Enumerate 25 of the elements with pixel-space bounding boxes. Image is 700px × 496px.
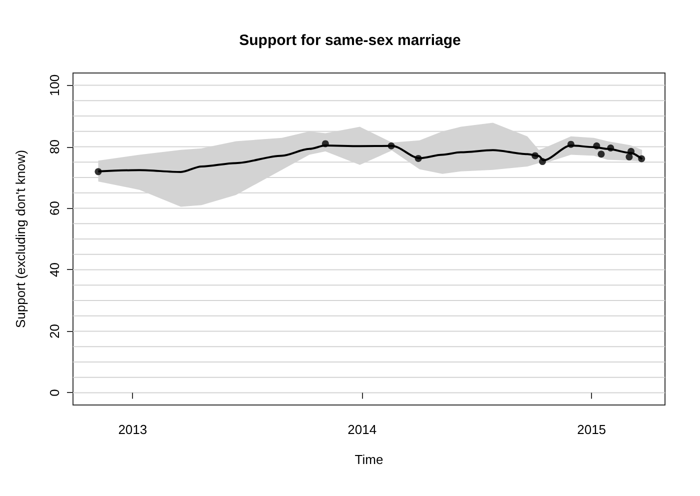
point [607, 144, 614, 152]
point [94, 168, 102, 176]
point [532, 152, 539, 160]
point [593, 142, 600, 150]
y-tick-label: 0 [47, 389, 62, 396]
point [628, 148, 635, 155]
point [567, 140, 574, 148]
y-tick-label: 40 [47, 262, 62, 277]
x-tick-label: 2015 [577, 422, 606, 437]
y-tick-label: 20 [47, 324, 62, 338]
point [414, 154, 422, 162]
chart-title: Support for same-sex marriage [239, 32, 461, 49]
y-axis-title: Support (excluding don't know) [13, 150, 28, 328]
y-tick-label: 80 [47, 140, 62, 154]
point [388, 142, 395, 150]
point [598, 150, 605, 158]
y-tick-label: 100 [47, 74, 62, 96]
x-tick-label: 2014 [348, 422, 377, 437]
point [638, 155, 646, 162]
point [538, 158, 546, 166]
point [322, 140, 329, 148]
y-tick-label: 60 [47, 201, 62, 216]
x-tick-label: 2013 [118, 422, 148, 437]
point [626, 153, 633, 160]
x-axis-title: Time [354, 452, 384, 467]
